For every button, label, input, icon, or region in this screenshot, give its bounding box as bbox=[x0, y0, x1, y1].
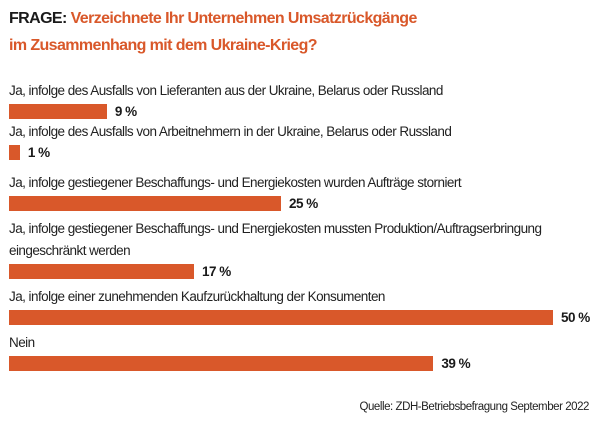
value-label: 1 % bbox=[27, 145, 50, 160]
bar-row: Ja, infolge einer zunehmenden Kaufzurück… bbox=[9, 286, 599, 326]
category-label: Nein bbox=[9, 335, 35, 350]
title-line-2: im Zusammenhang mit dem Ukraine-Krieg? bbox=[9, 37, 318, 54]
value-label: 9 % bbox=[114, 104, 137, 119]
bar-row: Ja, infolge des Ausfalls von Lieferanten… bbox=[9, 80, 599, 120]
bar-row: Nein 39 % bbox=[9, 332, 599, 372]
value-label: 50 % bbox=[561, 310, 590, 325]
bar bbox=[9, 264, 194, 279]
bar-row: Ja, infolge gestiegener Beschaffungs- un… bbox=[9, 172, 599, 212]
category-label: eingeschränkt werden bbox=[9, 243, 131, 258]
title-line-1: Verzeichnete Ihr Unternehmen Umsatzrückg… bbox=[70, 10, 418, 27]
category-label: Ja, infolge gestiegener Beschaffungs- un… bbox=[9, 175, 462, 190]
category-label: Ja, infolge einer zunehmenden Kaufzurück… bbox=[9, 289, 385, 304]
chart-title: FRAGE: Verzeichnete Ihr Unternehmen Umsa… bbox=[9, 5, 417, 59]
bar bbox=[9, 104, 107, 119]
value-label: 25 % bbox=[289, 196, 318, 211]
source-note: Quelle: ZDH-Betriebsbefragung September … bbox=[359, 401, 589, 413]
bar bbox=[9, 145, 20, 160]
category-label: Ja, infolge des Ausfalls von Lieferanten… bbox=[9, 83, 443, 98]
category-label: Ja, infolge gestiegener Beschaffungs- un… bbox=[9, 221, 542, 236]
category-label: Ja, infolge des Ausfalls von Arbeitnehme… bbox=[9, 124, 452, 139]
bar bbox=[9, 196, 281, 211]
value-label: 39 % bbox=[441, 356, 471, 371]
bar bbox=[9, 310, 553, 325]
bar bbox=[9, 356, 434, 371]
title-prefix: FRAGE: bbox=[9, 10, 67, 27]
bar-row: Ja, infolge gestiegener Beschaffungs- un… bbox=[9, 218, 599, 280]
bar-row: Ja, infolge des Ausfalls von Arbeitnehme… bbox=[9, 121, 599, 161]
value-label: 17 % bbox=[201, 264, 231, 279]
